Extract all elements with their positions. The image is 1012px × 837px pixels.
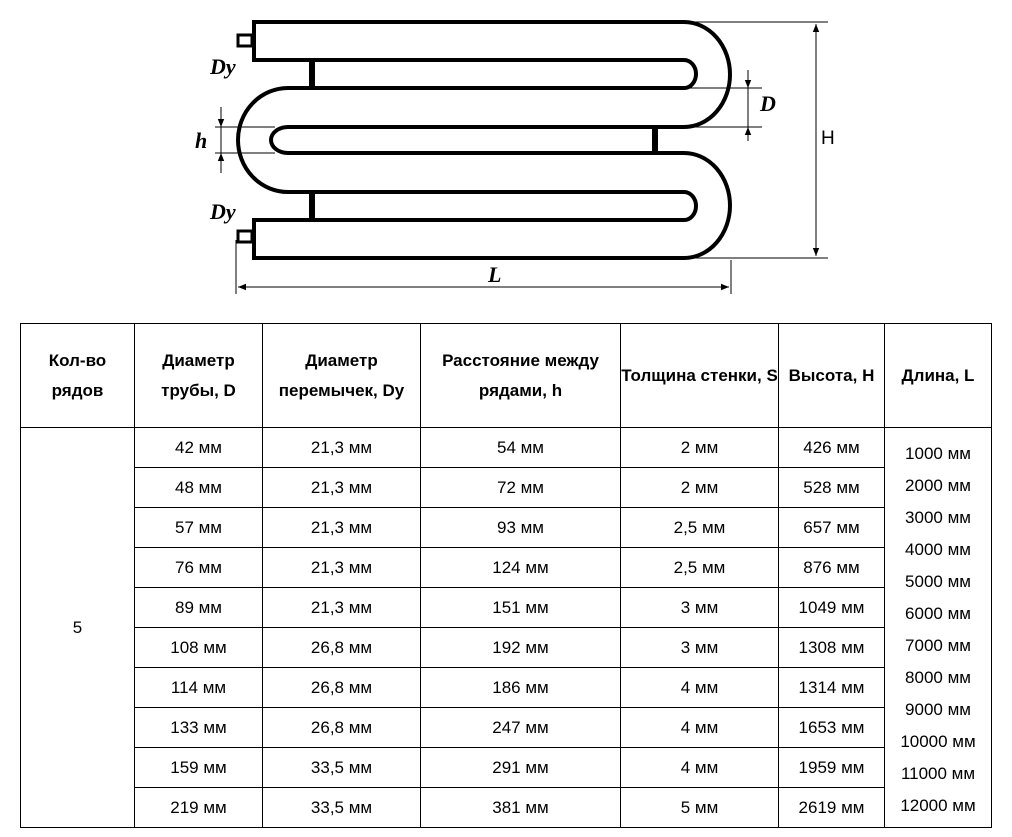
cell-height: 1959 мм bbox=[778, 747, 885, 788]
cell-row-spacing: 186 мм bbox=[420, 667, 621, 708]
length-option: 3000 мм bbox=[905, 508, 971, 527]
cell-jumper-diameter: 21,3 мм bbox=[262, 507, 421, 548]
table-row: 76 мм 21,3 мм 124 мм 2,5 мм 876 мм bbox=[21, 547, 992, 588]
cell-pipe-diameter: 159 мм bbox=[134, 747, 263, 788]
cell-height: 426 мм bbox=[778, 427, 885, 468]
length-option: 6000 мм bbox=[905, 604, 971, 623]
cell-row-spacing: 247 мм bbox=[420, 707, 621, 748]
cell-wall-thickness: 2,5 мм bbox=[620, 547, 779, 588]
cell-height: 876 мм bbox=[778, 547, 885, 588]
cell-jumper-diameter: 33,5 мм bbox=[262, 747, 421, 788]
length-option: 10000 мм bbox=[900, 732, 976, 751]
cell-pipe-diameter: 133 мм bbox=[134, 707, 263, 748]
cell-jumper-diameter: 21,3 мм bbox=[262, 547, 421, 588]
cell-row-spacing: 192 мм bbox=[420, 627, 621, 668]
table-row: 114 мм 26,8 мм 186 мм 4 мм 1314 мм bbox=[21, 667, 992, 708]
specs-table: Кол-во рядов Диаметр трубы, D Диаметр пе… bbox=[20, 323, 992, 828]
nozzle-bottom bbox=[236, 229, 254, 244]
cell-row-spacing: 93 мм bbox=[420, 507, 621, 548]
dimension-lines bbox=[215, 21, 828, 294]
length-option: 4000 мм bbox=[905, 540, 971, 559]
cell-wall-thickness: 4 мм bbox=[620, 747, 779, 788]
cell-height: 1308 мм bbox=[778, 627, 885, 668]
header-wall-thickness: Толщина стенки, S bbox=[620, 323, 779, 428]
label-length: L bbox=[487, 262, 501, 287]
cell-height: 2619 мм bbox=[778, 787, 885, 828]
table-row: 108 мм 26,8 мм 192 мм 3 мм 1308 мм bbox=[21, 627, 992, 668]
cell-wall-thickness: 5 мм bbox=[620, 787, 779, 828]
cell-height: 1314 мм bbox=[778, 667, 885, 708]
length-option: 9000 мм bbox=[905, 700, 971, 719]
cell-jumper-diameter: 26,8 мм bbox=[262, 627, 421, 668]
table-row: 133 мм 26,8 мм 247 мм 4 мм 1653 мм bbox=[21, 707, 992, 748]
cell-pipe-diameter: 219 мм bbox=[134, 787, 263, 828]
label-d: D bbox=[759, 91, 776, 116]
cell-pipe-diameter: 42 мм bbox=[134, 427, 263, 468]
header-jumper-diameter: Диаметр перемычек, Dy bbox=[262, 323, 421, 428]
cell-row-spacing: 54 мм bbox=[420, 427, 621, 468]
length-option: 2000 мм bbox=[905, 476, 971, 495]
cell-pipe-diameter: 114 мм bbox=[134, 667, 263, 708]
table-row: 89 мм 21,3 мм 151 мм 3 мм 1049 мм bbox=[21, 587, 992, 628]
length-option: 1000 мм bbox=[905, 444, 971, 463]
length-option: 8000 мм bbox=[905, 668, 971, 687]
cell-wall-thickness: 4 мм bbox=[620, 667, 779, 708]
table-row: 219 мм 33,5 мм 381 мм 5 мм 2619 мм bbox=[21, 787, 992, 828]
cell-pipe-diameter: 108 мм bbox=[134, 627, 263, 668]
cell-wall-thickness: 2,5 мм bbox=[620, 507, 779, 548]
cell-wall-thickness: 4 мм bbox=[620, 707, 779, 748]
table-row: 159 мм 33,5 мм 291 мм 4 мм 1959 мм bbox=[21, 747, 992, 788]
table-row: 48 мм 21,3 мм 72 мм 2 мм 528 мм bbox=[21, 467, 992, 508]
cell-row-spacing: 124 мм bbox=[420, 547, 621, 588]
coil-register-diagram: Dy Dy h D H L bbox=[195, 20, 835, 294]
header-row-spacing: Расстояние между рядами, h bbox=[420, 323, 621, 428]
table-header-row: Кол-во рядов Диаметр трубы, D Диаметр пе… bbox=[20, 323, 992, 428]
cell-height: 528 мм bbox=[778, 467, 885, 508]
cell-pipe-diameter: 48 мм bbox=[134, 467, 263, 508]
table-row: 57 мм 21,3 мм 93 мм 2,5 мм 657 мм bbox=[21, 507, 992, 548]
cell-jumper-diameter: 21,3 мм bbox=[262, 587, 421, 628]
table-row: 5 42 мм 21,3 мм 54 мм 2 мм 426 мм 1000 мм 2000 … bbox=[20, 427, 992, 828]
cell-pipe-diameter: 57 мм bbox=[134, 507, 263, 548]
cell-jumper-diameter: 21,3 мм bbox=[262, 467, 421, 508]
nozzle-top bbox=[236, 33, 254, 48]
label-height: H bbox=[821, 128, 835, 149]
cell-jumper-diameter: 33,5 мм bbox=[262, 787, 421, 828]
cell-jumper-diameter: 26,8 мм bbox=[262, 707, 421, 748]
cell-lengths: 1000 мм 2000 мм 3000 мм 4000 мм 5000 мм 6000 … bbox=[884, 427, 992, 828]
cell-row-spacing: 72 мм bbox=[420, 467, 621, 508]
length-option: 12000 мм bbox=[900, 796, 976, 815]
header-height: Высота, H bbox=[778, 323, 885, 428]
cell-height: 657 мм bbox=[778, 507, 885, 548]
cell-wall-thickness: 3 мм bbox=[620, 587, 779, 628]
cell-row-spacing: 381 мм bbox=[420, 787, 621, 828]
cell-wall-thickness: 2 мм bbox=[620, 427, 779, 468]
cell-height: 1049 мм bbox=[778, 587, 885, 628]
cell-rows-count: 5 bbox=[20, 427, 135, 828]
cell-jumper-diameter: 26,8 мм bbox=[262, 667, 421, 708]
label-dy-bottom: Dy bbox=[209, 199, 236, 224]
header-length: Длина, L bbox=[884, 323, 992, 428]
header-pipe-diameter: Диаметр трубы, D bbox=[134, 323, 263, 428]
cell-pipe-diameter: 89 мм bbox=[134, 587, 263, 628]
label-dy-top: Dy bbox=[209, 54, 236, 79]
length-option: 11000 мм bbox=[900, 764, 976, 783]
length-option: 5000 мм bbox=[905, 572, 971, 591]
cell-wall-thickness: 2 мм bbox=[620, 467, 779, 508]
cell-pipe-diameter: 76 мм bbox=[134, 547, 263, 588]
label-h: h bbox=[195, 128, 207, 153]
length-option: 7000 мм bbox=[905, 636, 971, 655]
cell-row-spacing: 291 мм bbox=[420, 747, 621, 788]
serpentine-pipe bbox=[236, 20, 732, 260]
cell-row-spacing: 151 мм bbox=[420, 587, 621, 628]
cell-wall-thickness: 3 мм bbox=[620, 627, 779, 668]
cell-jumper-diameter: 21,3 мм bbox=[262, 427, 421, 468]
cell-height: 1653 мм bbox=[778, 707, 885, 748]
header-rows-count: Кол-во рядов bbox=[20, 323, 135, 428]
